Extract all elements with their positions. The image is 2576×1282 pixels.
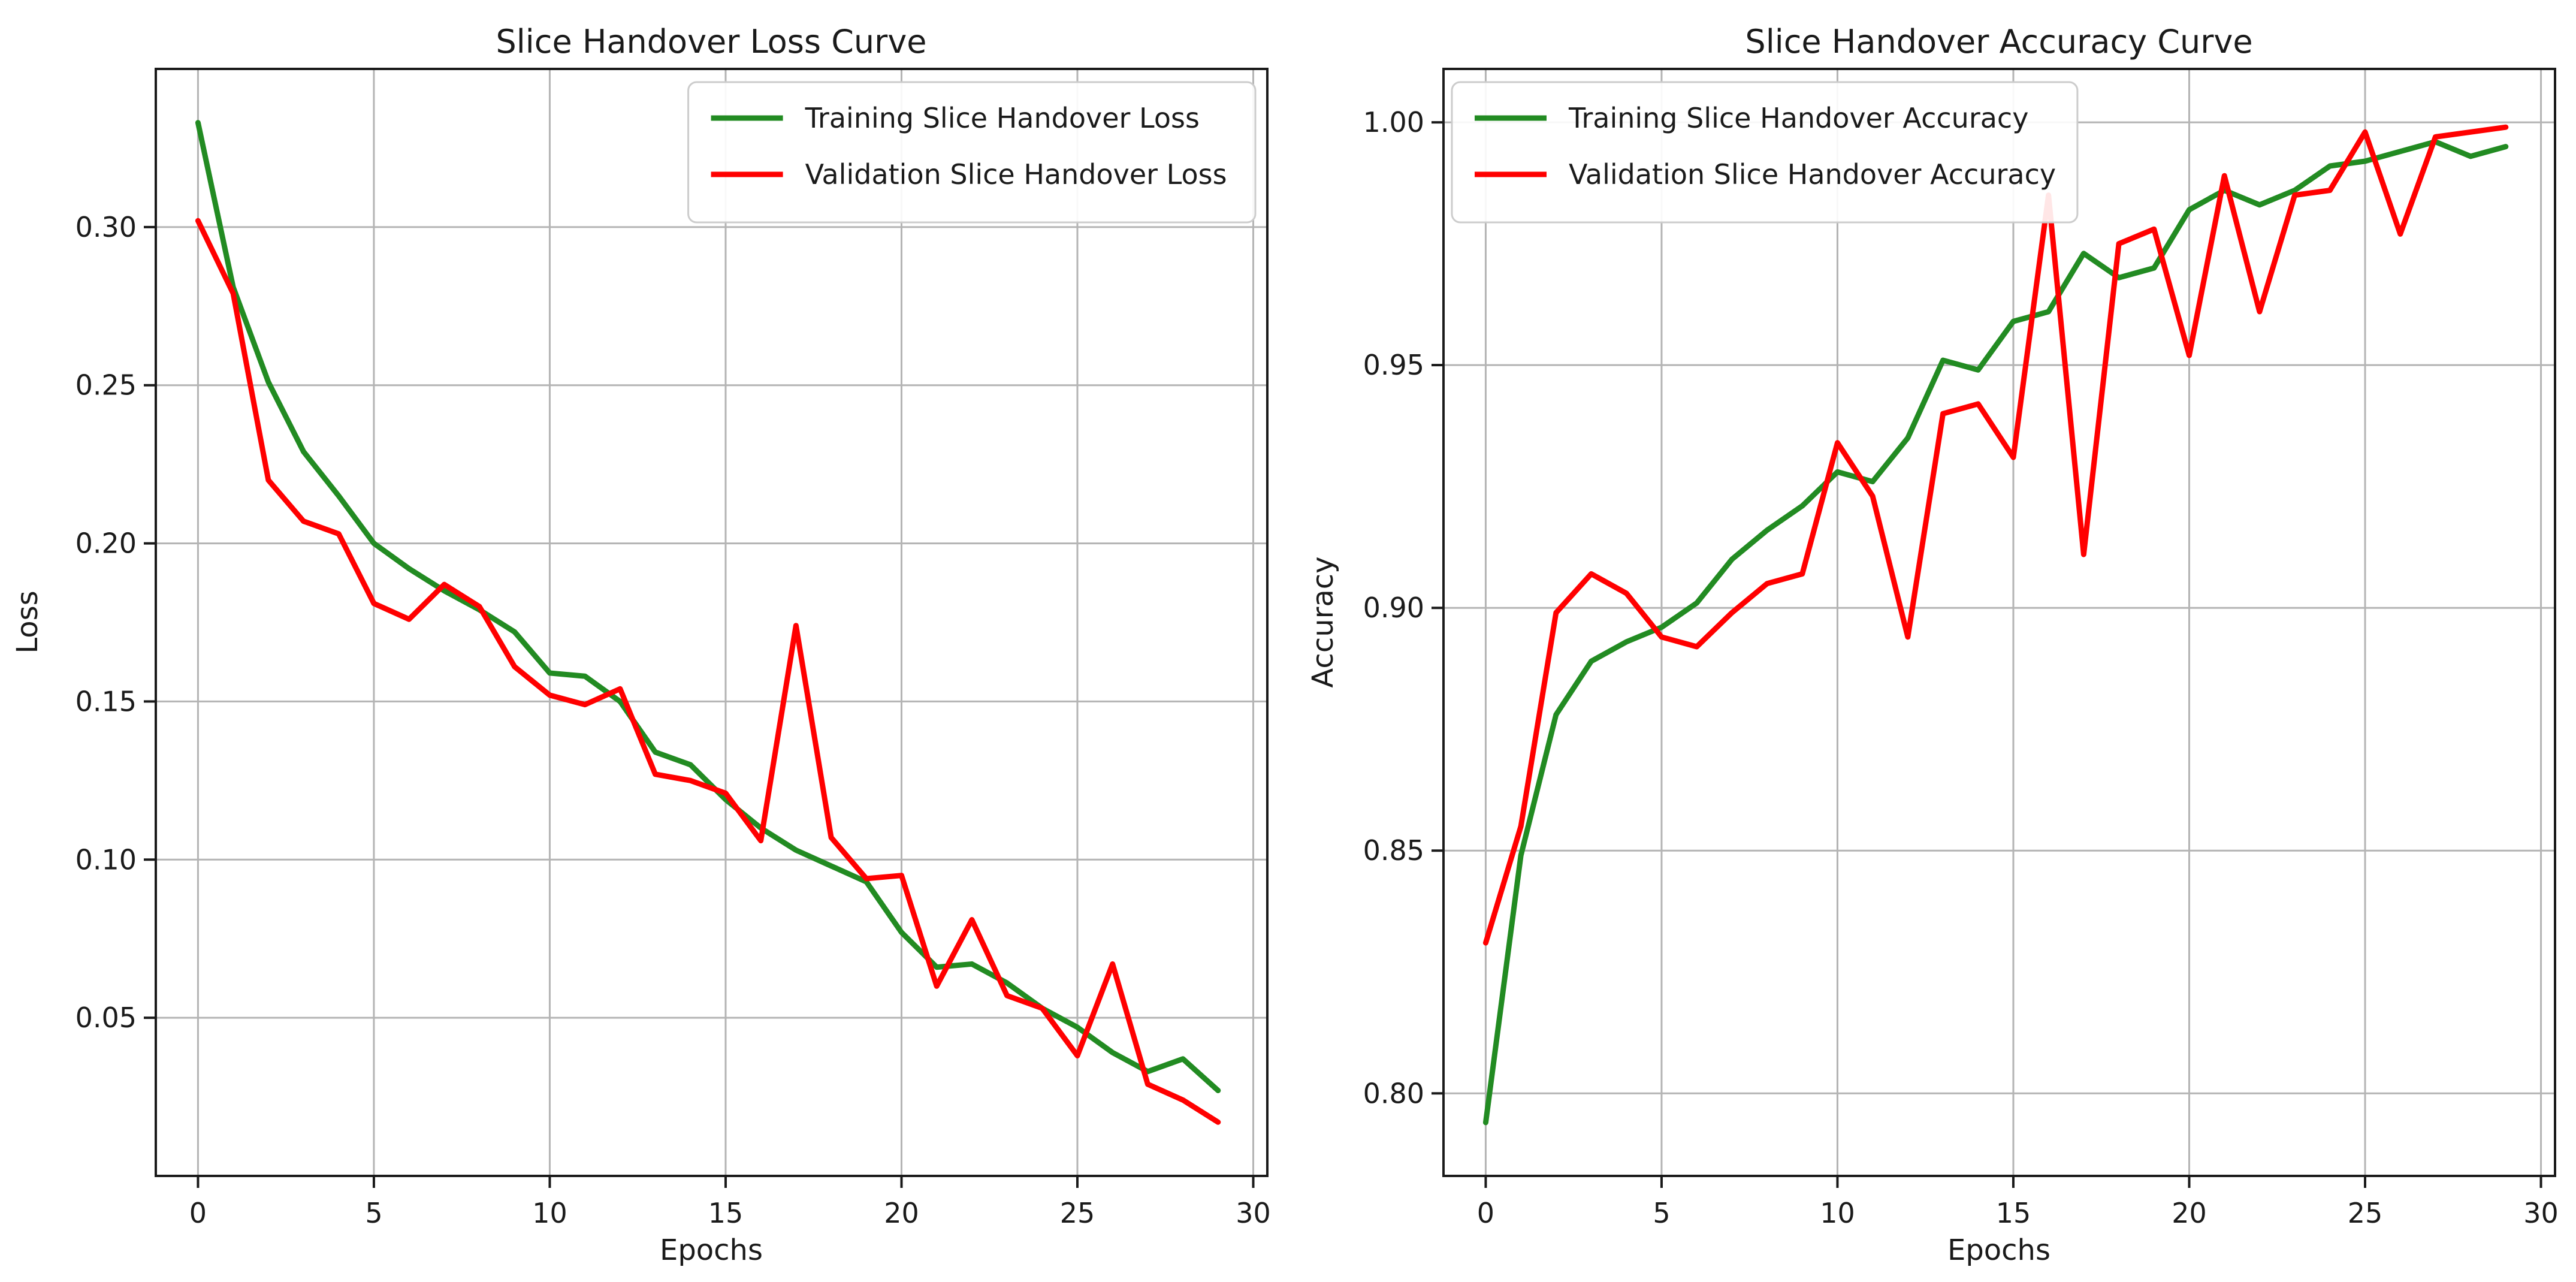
- y-tick-label: 0.80: [1363, 1077, 1424, 1109]
- loss-chart: 0 5 10 15 20 25 30 0.05 0.10 0.15 0.20 0.25 0.30 Trai…: [11, 23, 1271, 1267]
- y-axis-label: Loss: [11, 590, 44, 653]
- x-axis-label: Epochs: [1947, 1233, 2050, 1267]
- y-tick-label: 0.05: [76, 1002, 137, 1034]
- plot-border: [1442, 68, 2556, 1177]
- x-tick-label: 0: [189, 1197, 207, 1229]
- accuracy-chart-svg: 0 5 10 15 20 25 30 0.80 0.85 0.90 0.95 1.00 Training…: [1306, 23, 2559, 1267]
- y-tick-label: 0.30: [76, 211, 137, 243]
- chart-title: Slice Handover Loss Curve: [496, 23, 926, 61]
- accuracy-chart: 0 5 10 15 20 25 30 0.80 0.85 0.90 0.95 1.00 Training…: [1288, 0, 2576, 1282]
- series-line-validation: [1482, 124, 2509, 946]
- legend-box: [1451, 81, 2079, 224]
- series-line-training: [195, 120, 1221, 1094]
- plot-area: [1443, 69, 2555, 1176]
- x-axis-label: Epochs: [660, 1233, 763, 1267]
- x-tick-label: 25: [2348, 1197, 2383, 1229]
- y-tick-label: 0.15: [76, 685, 137, 717]
- x-tick-label: 20: [884, 1197, 919, 1229]
- x-tick-label: 5: [1653, 1197, 1670, 1229]
- x-tick-label: 5: [365, 1197, 382, 1229]
- x-tick-label: 25: [1060, 1197, 1095, 1229]
- loss-chart-svg: 0 5 10 15 20 25 30 0.05 0.10 0.15 0.20 0.25 0.30 Trai…: [11, 23, 1271, 1267]
- legend-label: Training Slice Handover Loss: [805, 102, 1200, 134]
- chart-title: Slice Handover Accuracy Curve: [1745, 23, 2252, 61]
- y-tick-label: 0.20: [76, 527, 137, 560]
- x-tick-label: 15: [708, 1197, 744, 1229]
- legend-label: Training Slice Handover Accuracy: [1568, 102, 2028, 134]
- x-tick-label: 30: [2523, 1197, 2559, 1229]
- y-axis-label: Accuracy: [1306, 556, 1340, 687]
- y-tick-label: 0.25: [76, 369, 137, 402]
- legend-box: [687, 81, 1257, 224]
- x-tick-label: 20: [2172, 1197, 2207, 1229]
- y-tick-label: 1.00: [1363, 106, 1424, 138]
- x-tick-label: 30: [1236, 1197, 1271, 1229]
- x-tick-label: 15: [1996, 1197, 2031, 1229]
- y-tick-label: 0.95: [1363, 349, 1424, 381]
- plot-border: [155, 68, 1269, 1177]
- y-tick-label: 0.85: [1363, 834, 1424, 867]
- x-tick-label: 10: [1820, 1197, 1855, 1229]
- y-tick-label: 0.90: [1363, 592, 1424, 624]
- legend-label: Validation Slice Handover Loss: [805, 158, 1227, 191]
- series-line-validation: [195, 218, 1221, 1125]
- x-tick-label: 0: [1477, 1197, 1494, 1229]
- y-tick-label: 0.10: [76, 843, 137, 876]
- plot-area: [156, 69, 1267, 1176]
- legend-label: Validation Slice Handover Accuracy: [1569, 158, 2056, 191]
- x-tick-label: 10: [532, 1197, 567, 1229]
